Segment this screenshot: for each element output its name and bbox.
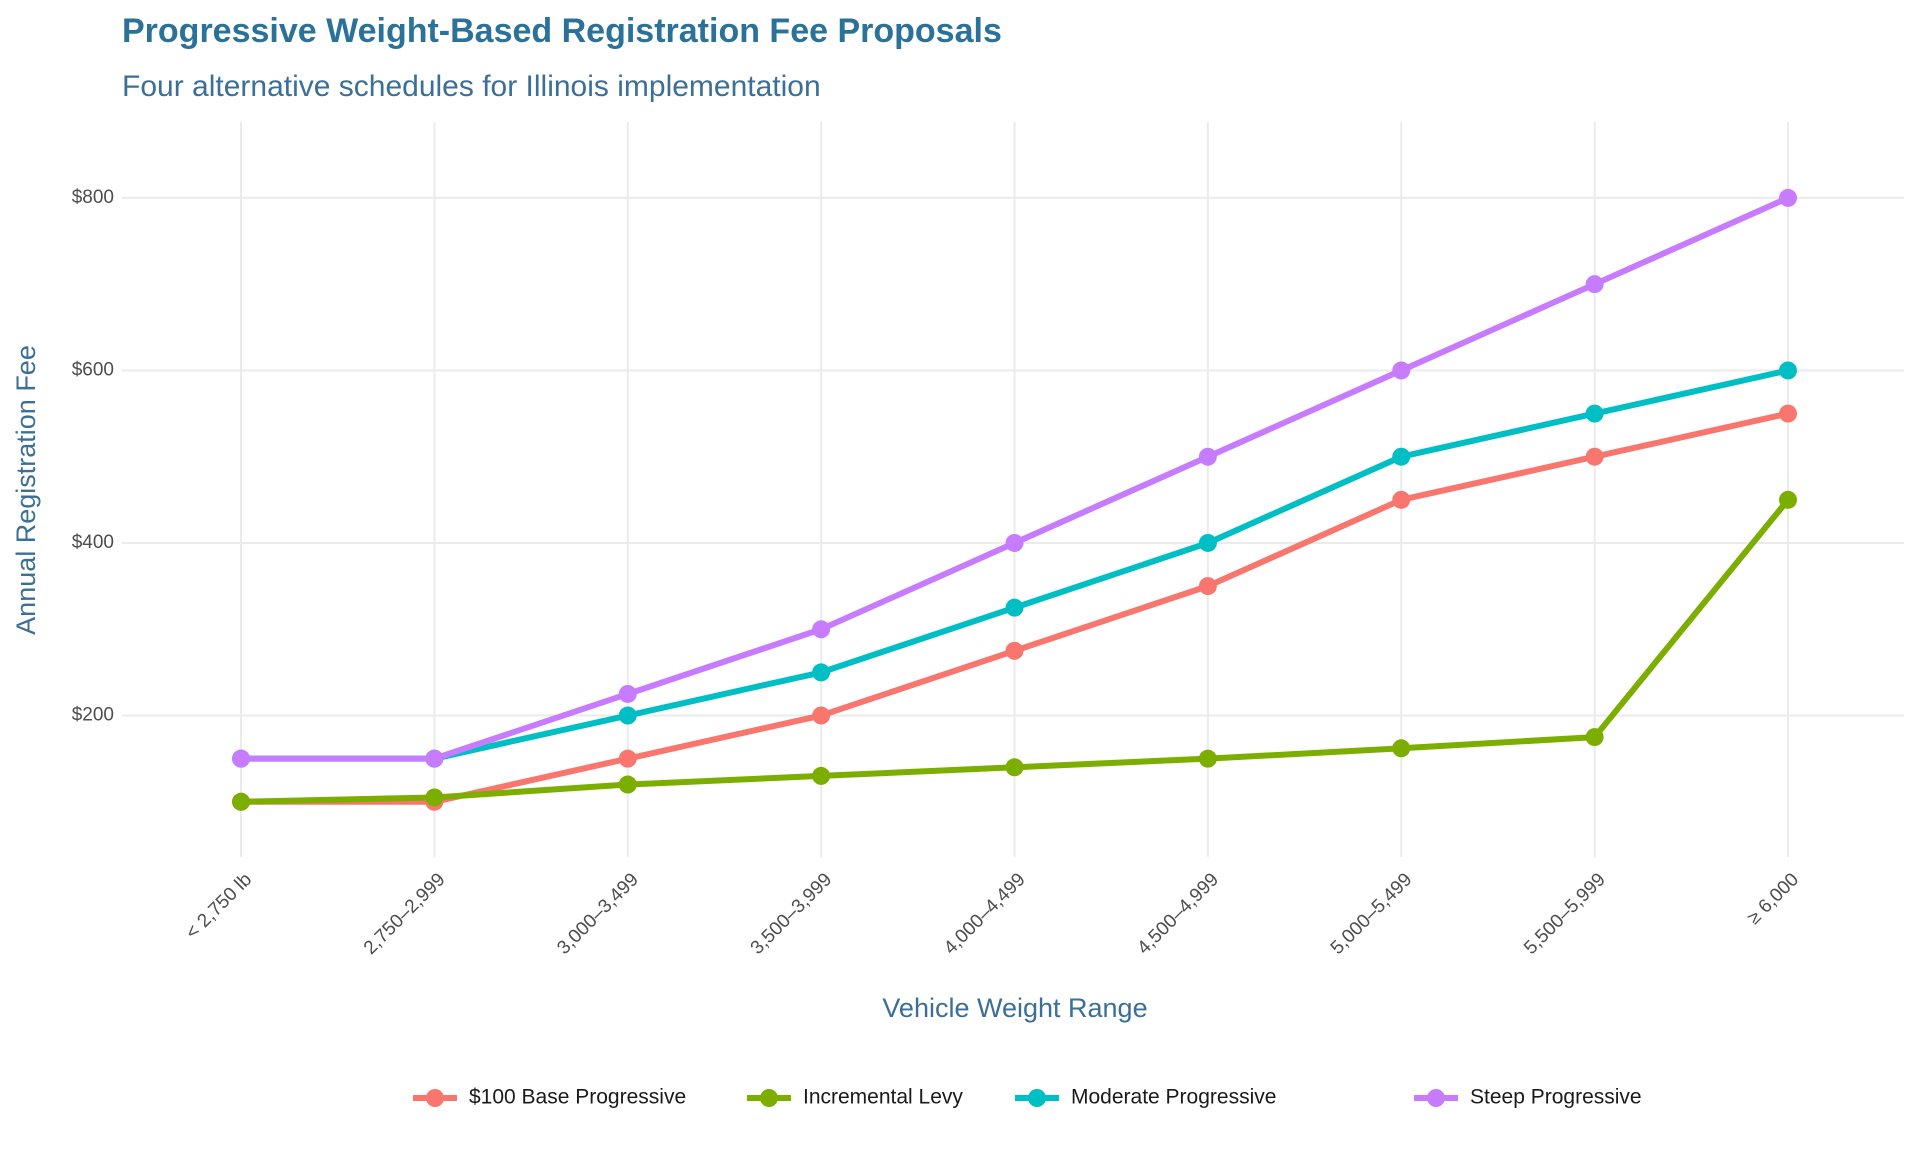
x-tick-label: 4,000–4,499 [940, 869, 1030, 959]
legend-marker [1427, 1089, 1445, 1107]
legend-label: $100 Base Progressive [469, 1086, 686, 1109]
data-point [618, 706, 637, 725]
x-tick-label: 3,500–3,999 [747, 869, 837, 959]
chart-subtitle: Four alternative schedules for Illinois … [122, 70, 821, 103]
legend-label: Incremental Levy [803, 1086, 963, 1109]
data-point [812, 766, 831, 785]
legend-marker [760, 1089, 778, 1107]
legend-item: Incremental Levy [747, 1086, 963, 1109]
data-point [618, 775, 637, 794]
data-point [618, 749, 637, 768]
x-tick-label: 5,500–5,999 [1520, 869, 1610, 959]
x-axis-label: Vehicle Weight Range [882, 993, 1147, 1023]
legend-item: Steep Progressive [1414, 1086, 1642, 1109]
data-point [1779, 361, 1797, 380]
data-point [1005, 598, 1024, 617]
data-point [1005, 533, 1024, 552]
data-point [1585, 404, 1604, 423]
x-tick-label: 5,000–5,499 [1327, 869, 1417, 959]
legend-label: Steep Progressive [1470, 1086, 1642, 1109]
data-point [1585, 447, 1604, 466]
data-point [1005, 758, 1024, 777]
x-tick-label: 3,000–3,499 [553, 869, 643, 959]
data-point [1392, 490, 1411, 509]
y-tick-label: $600 [72, 359, 114, 380]
data-point [1198, 749, 1217, 768]
data-point [1585, 728, 1604, 747]
legend-item: Moderate Progressive [1015, 1086, 1276, 1109]
x-tick-label: 4,500–4,999 [1133, 869, 1223, 959]
data-point [425, 788, 444, 807]
data-point [232, 749, 250, 768]
legend-item: $100 Base Progressive [413, 1086, 686, 1109]
legend-marker [1028, 1089, 1046, 1107]
data-point [1198, 577, 1217, 596]
legend-label: Moderate Progressive [1071, 1086, 1276, 1109]
chart-title: Progressive Weight-Based Registration Fe… [122, 12, 1002, 50]
x-tick-label: < 2,750 lb [182, 869, 256, 943]
data-point [1779, 490, 1797, 509]
data-point [812, 620, 831, 639]
data-point [232, 792, 250, 811]
data-point [425, 749, 444, 768]
data-point [1779, 404, 1797, 423]
y-tick-label: $400 [72, 532, 114, 553]
data-point [812, 663, 831, 682]
data-point [1005, 641, 1024, 660]
data-point [1585, 275, 1604, 294]
y-tick-label: $800 [72, 187, 114, 208]
data-point [1392, 447, 1411, 466]
legend-marker [426, 1089, 444, 1107]
x-tick-label: 2,750–2,999 [360, 869, 450, 959]
data-point [618, 684, 637, 703]
x-tick-label: ≥ 6,000 [1743, 869, 1803, 929]
data-point [812, 706, 831, 725]
y-tick-label: $200 [72, 705, 114, 726]
data-point [1779, 188, 1797, 207]
data-point [1392, 361, 1411, 380]
data-point [1392, 739, 1411, 758]
data-point [1198, 533, 1217, 552]
data-point [1198, 447, 1217, 466]
y-axis-label: Annual Registration Fee [11, 345, 41, 635]
